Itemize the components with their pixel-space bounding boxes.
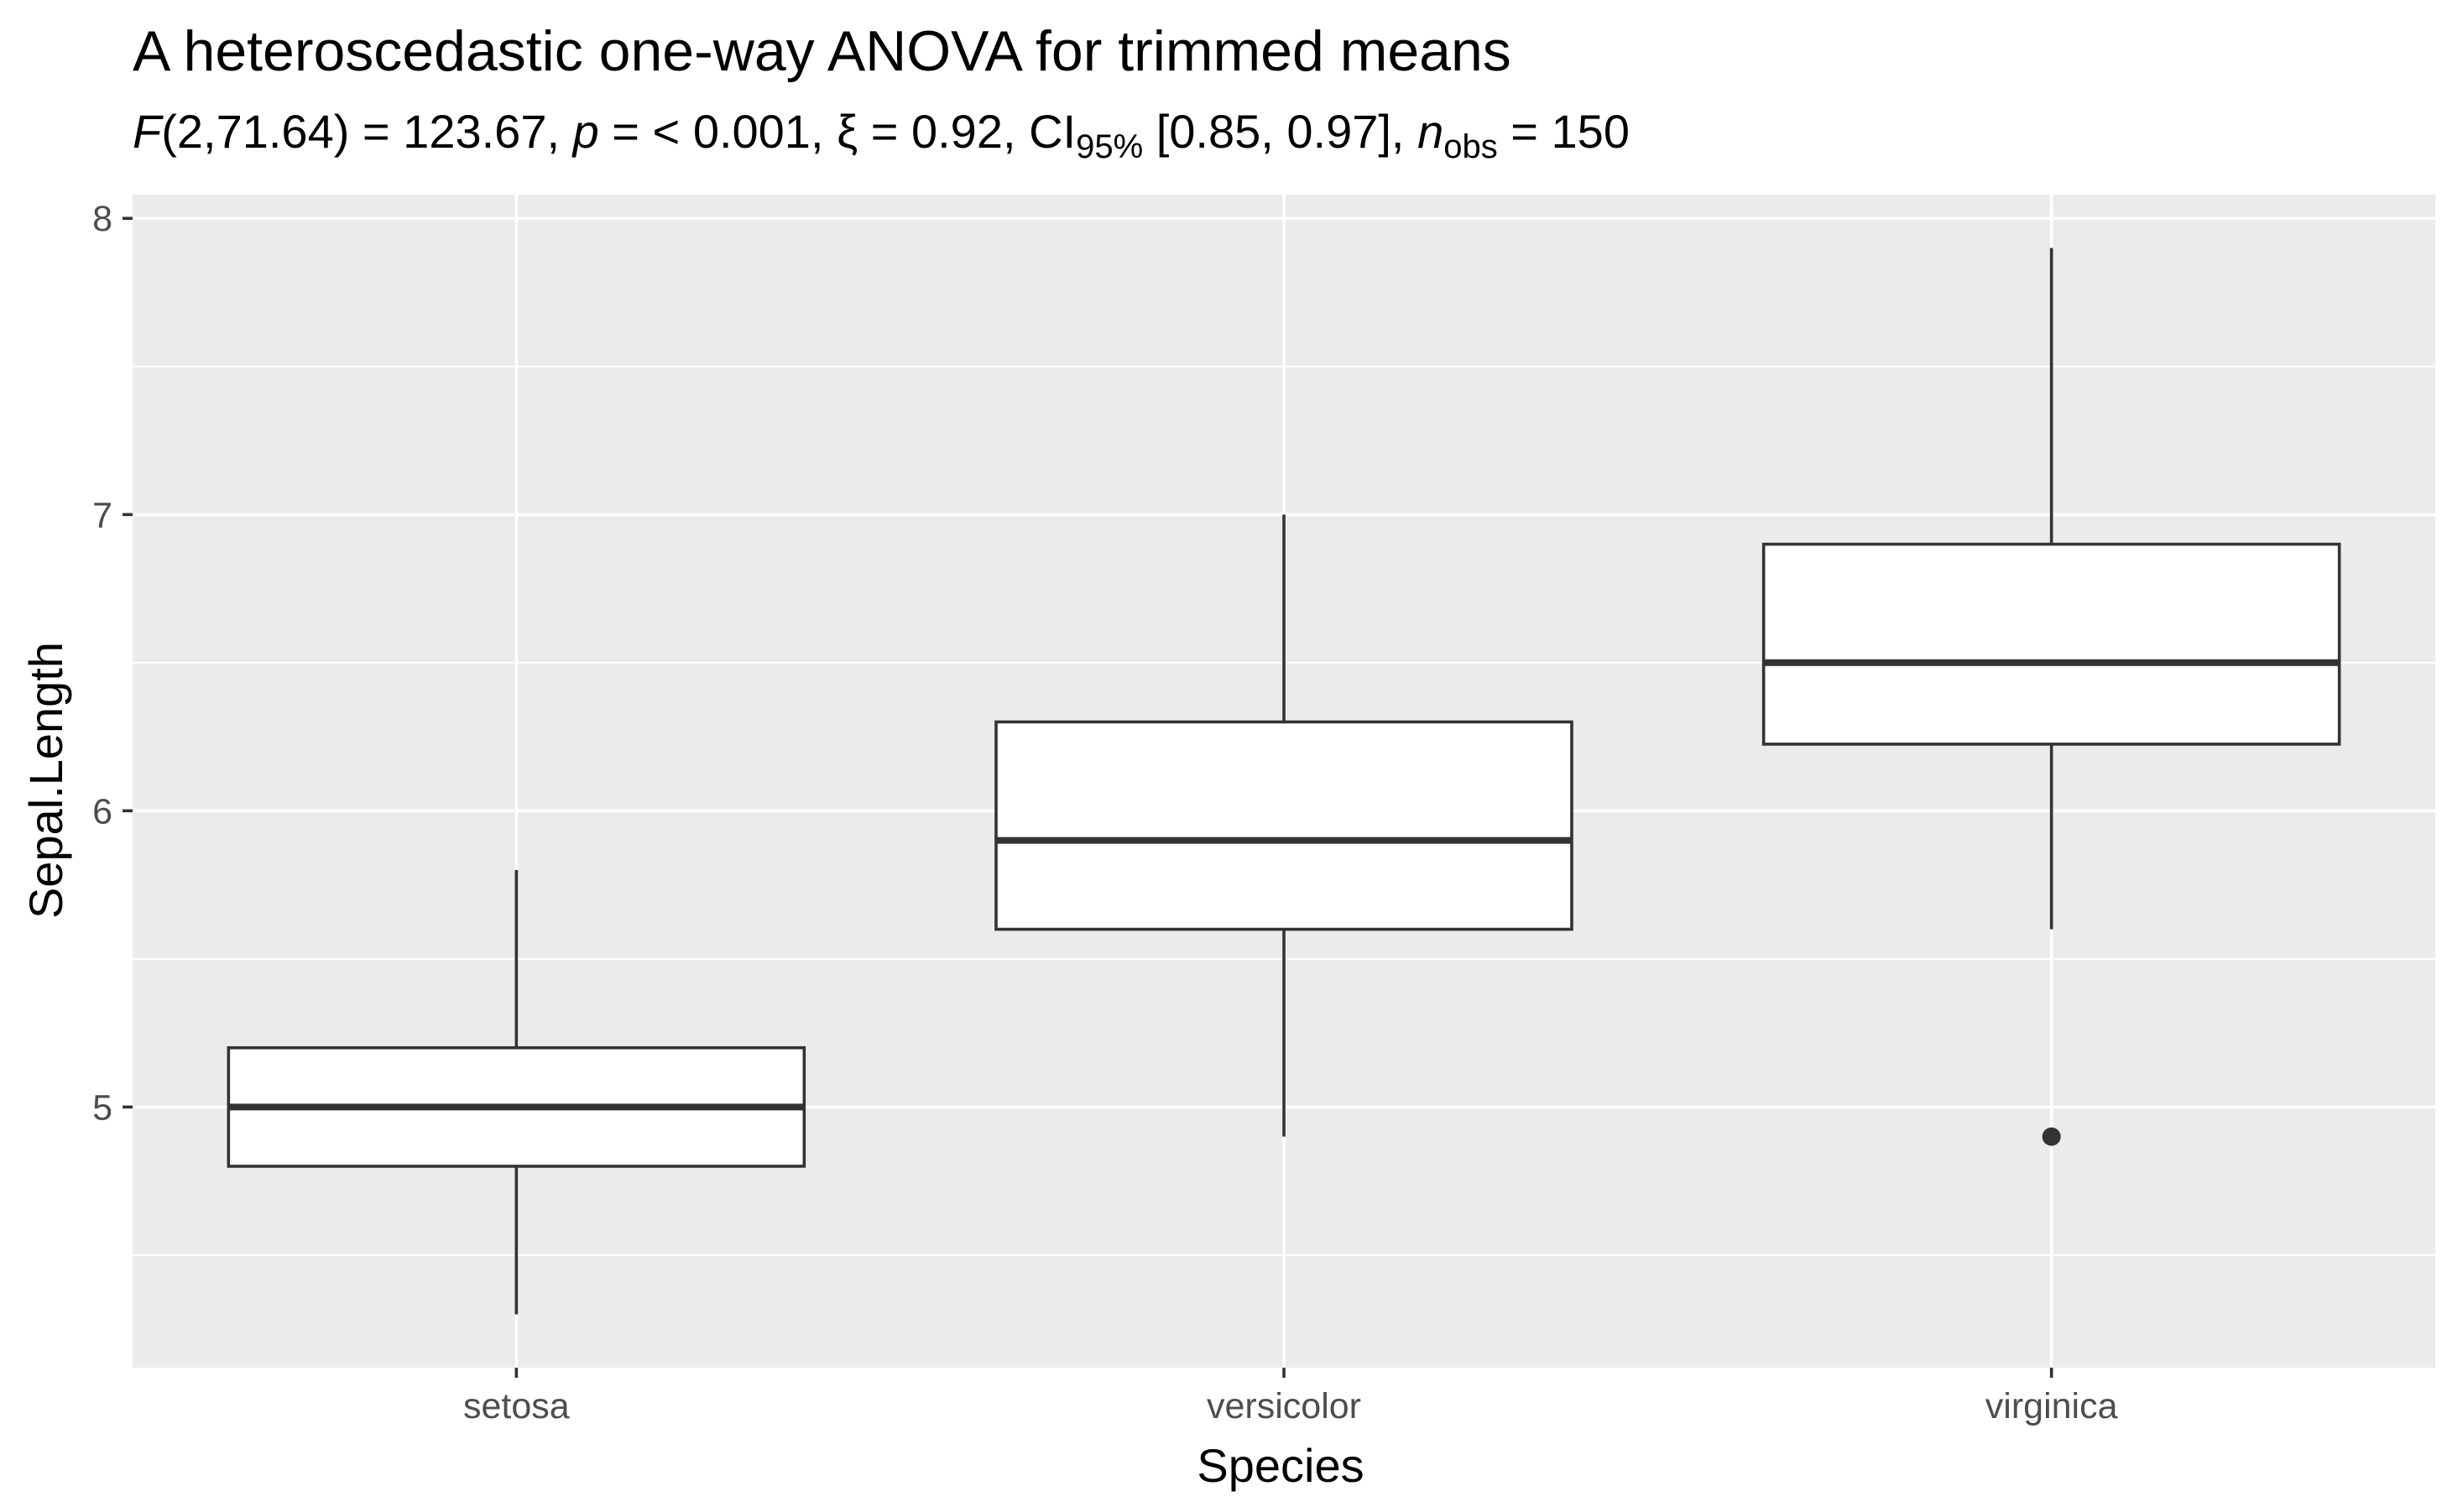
box-setosa — [227, 869, 806, 1315]
subtitle-f-symbol: F — [133, 105, 164, 158]
subtitle-ci-text: [0.85, 0.97], — [1143, 105, 1417, 158]
x-axis-title: Species — [1197, 1439, 1364, 1492]
x-tick-label: versicolor — [1207, 1386, 1361, 1426]
subtitle-ci-sub: 95% — [1076, 128, 1143, 165]
y-tick-label: 7 — [92, 495, 112, 535]
iqr-box — [1761, 542, 2341, 746]
subtitle-f-args: (2,71.64) = 123.67, — [161, 105, 572, 158]
chart-subtitle: F(2,71.64) = 123.67, p = < 0.001, ξ = 0.… — [133, 105, 1630, 165]
x-tick-label: setosa — [463, 1386, 570, 1426]
iqr-box — [994, 720, 1573, 931]
subtitle-xi-text: ξ = 0.92, CI — [837, 105, 1076, 158]
y-axis-title: Sepal.Length — [19, 642, 72, 919]
subtitle-p-text: = < 0.001, — [599, 105, 837, 158]
box-virginica — [1761, 248, 2341, 1146]
y-tick-label: 5 — [92, 1087, 112, 1128]
subtitle-n-sub: obs — [1443, 128, 1498, 165]
plot-area: 5 6 7 8 setosa versicolor virginica — [92, 195, 2435, 1426]
outlier-point — [2042, 1127, 2061, 1146]
box-versicolor — [994, 514, 1573, 1137]
y-tick-label: 8 — [92, 199, 112, 239]
subtitle-p-symbol: p — [571, 105, 599, 158]
subtitle-n-symbol: n — [1417, 105, 1443, 158]
y-tick-label: 6 — [92, 791, 112, 832]
chart-title: A heteroscedastic one-way ANOVA for trim… — [133, 19, 1511, 83]
x-tick-label: virginica — [1985, 1386, 2118, 1426]
subtitle-n-text: = 150 — [1498, 105, 1630, 158]
